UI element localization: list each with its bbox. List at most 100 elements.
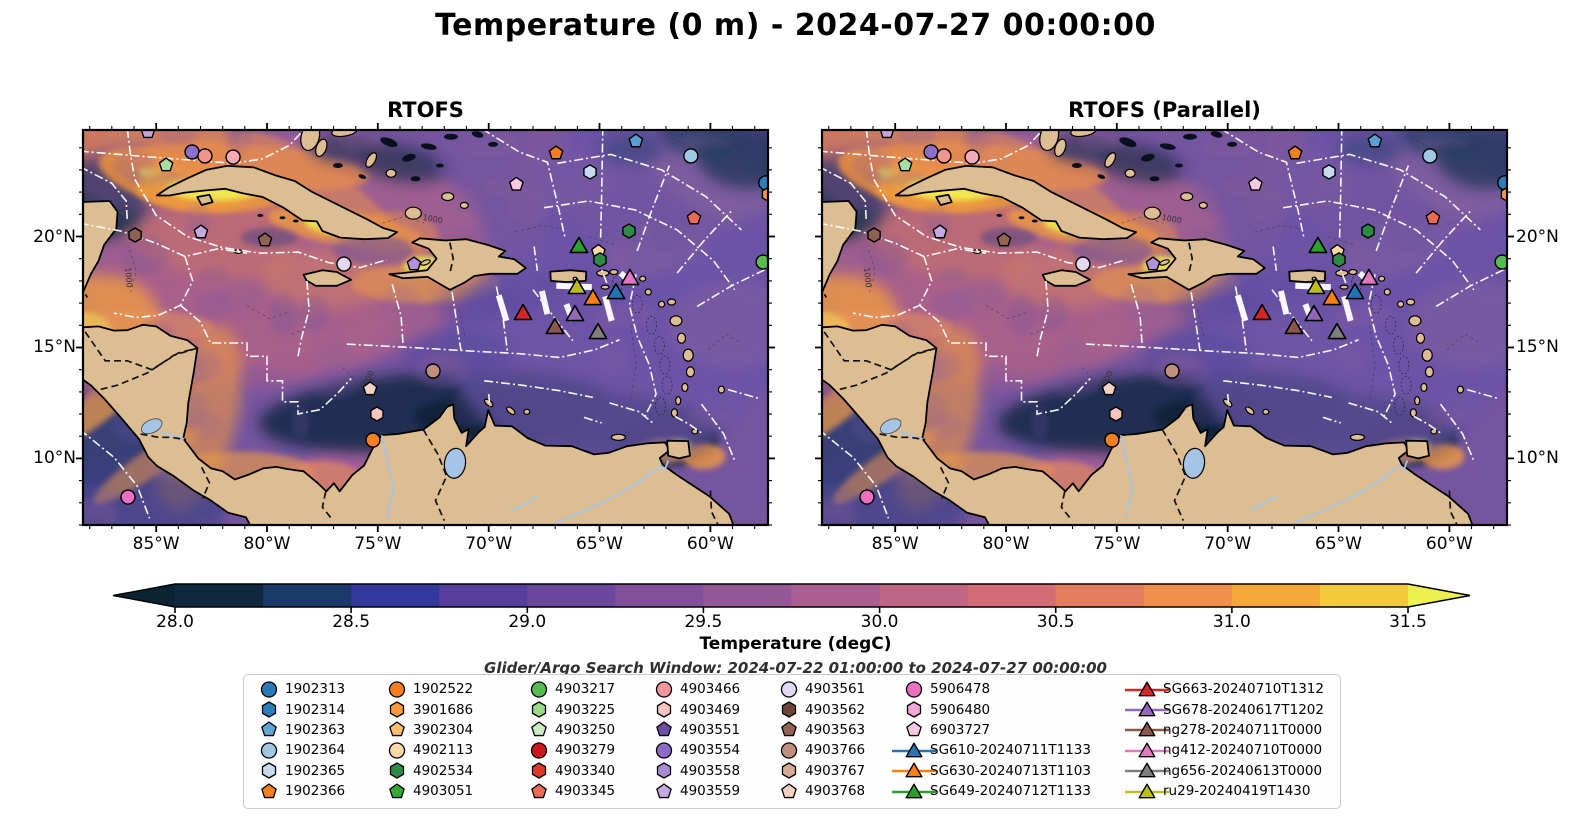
argo-float-marker: [184, 144, 200, 160]
argo-float-marker: [1361, 223, 1375, 239]
argo-legend-marker: [256, 761, 282, 780]
coastline-juventud: [196, 193, 214, 206]
river: [1401, 460, 1409, 474]
axis-ticks: [815, 123, 1514, 532]
legend-column: 1902313 1902314 1902363 1902364 1902365 19023…: [256, 679, 345, 801]
lon-tick-label: 80°W: [982, 534, 1030, 554]
island: [676, 332, 687, 344]
legend-column: SG663-20240710T1312 SG678-20240617T1202 ng…: [1125, 679, 1324, 801]
argo-float-marker: [336, 256, 352, 272]
argo-float-marker: [758, 175, 768, 191]
legend-item: ng656-20240613T0000: [1125, 761, 1324, 781]
island-shoal: [1119, 137, 1137, 148]
eez-boundary-line: [487, 394, 491, 407]
island: [1378, 275, 1386, 282]
legend-item: 4902534: [384, 761, 473, 781]
eez-boundary-line: [1322, 416, 1341, 424]
river: [554, 463, 663, 524]
argo-float-marker: [923, 144, 939, 160]
coastline-trinidad: [1405, 439, 1430, 460]
island: [669, 315, 683, 327]
legend-label: ru29-20240419T1430: [1163, 783, 1311, 800]
argo-legend-marker: [256, 782, 282, 801]
eez-boundary-line: [700, 403, 736, 461]
eez-boundary-line: [822, 223, 987, 258]
island-shoal: [420, 143, 437, 150]
bathymetry-contour: [1385, 315, 1396, 335]
country-border: [879, 433, 926, 441]
eez-boundary-line: [1221, 130, 1305, 239]
argo-legend-marker: [651, 741, 677, 760]
legend-label: 4903558: [680, 762, 741, 779]
eez-boundary-line: [83, 223, 248, 258]
coastline-pr: [549, 269, 588, 283]
eez-boundary-line: [1130, 283, 1144, 348]
legend-item: 1902366: [256, 781, 345, 801]
eez-boundary-line: [1234, 286, 1248, 353]
island-shoal: [1097, 174, 1106, 179]
eez-boundary-line: [83, 431, 151, 519]
argo-float-marker: [1497, 175, 1507, 191]
argo-legend-marker: [651, 782, 677, 801]
coastline-trinidad: [666, 439, 691, 460]
panel-title-rtofs-parallel: RTOFS (Parallel): [1068, 98, 1261, 122]
island: [1414, 396, 1421, 406]
island: [675, 396, 682, 406]
colorbar-tick-label: 31.0: [1212, 612, 1251, 632]
land-masses: [83, 130, 735, 525]
island: [1198, 201, 1208, 210]
island: [1396, 300, 1405, 308]
lon-tick-label: 70°W: [465, 534, 513, 554]
argo-legend-marker: [776, 782, 802, 801]
coastline-america: [822, 323, 1474, 525]
glider-marker-ng278: [545, 317, 565, 335]
colorbar-label: Temperature (degC): [699, 634, 892, 654]
island: [1421, 348, 1433, 362]
legend-item: 4903562: [776, 699, 865, 719]
legend-item: 4903768: [776, 781, 865, 801]
colorbar-segment: [967, 584, 1057, 607]
argo-legend-marker: [256, 680, 282, 699]
island: [682, 348, 694, 362]
legend-column: 1902522 3901686 3902304 4902113 4902534 49030…: [384, 679, 473, 801]
bathymetry-contour: [1393, 335, 1404, 355]
eez-boundary-line: [83, 167, 129, 222]
argo-float-marker: [686, 210, 702, 225]
country-border: [140, 433, 187, 441]
glider-legend-swatch: [892, 741, 936, 760]
argo-float-marker: [1164, 363, 1180, 379]
legend-column: 5906478 5906480 6903727 SG610-20240711T1133…: [892, 679, 1091, 801]
bathymetry-contour: [1394, 396, 1405, 416]
island: [365, 152, 378, 168]
island-shoal: [1031, 219, 1038, 223]
argo-legend-marker: [651, 680, 677, 699]
eez-boundary-line: [1466, 388, 1499, 400]
bathymetry-contour: [1404, 135, 1490, 156]
island: [609, 268, 619, 276]
lat-tick-label: 10°N: [1516, 448, 1559, 469]
argo-legend-marker: [776, 741, 802, 760]
colorbar-segment: [527, 584, 616, 607]
argo-float-marker: [225, 149, 241, 165]
bathymetry-contour: [661, 375, 673, 395]
argo-float-marker: [1104, 432, 1120, 448]
lake-maracaibo: [443, 447, 467, 479]
glider-marker-SG678: [565, 304, 585, 322]
island-shoal: [1159, 143, 1176, 150]
country-border: [939, 466, 950, 499]
legend-label: 4903225: [555, 701, 616, 718]
bathymetry-contour: [659, 355, 671, 375]
legend-label: SG649-20240712T1133: [930, 783, 1091, 800]
lat-tick-label: 20°N: [1516, 226, 1559, 247]
island-shoal: [471, 131, 484, 138]
coastline-cuba: [894, 165, 1138, 241]
bathymetry-contour: [129, 249, 137, 293]
island: [1415, 332, 1426, 344]
legend-item: 4903551: [651, 720, 740, 740]
argo-legend-marker: [651, 761, 677, 780]
legend-label: 1902364: [285, 742, 346, 759]
legend-label: ng656-20240613T0000: [1163, 762, 1323, 779]
island-shoal: [1174, 163, 1183, 168]
legend-item: 4903563: [776, 720, 865, 740]
